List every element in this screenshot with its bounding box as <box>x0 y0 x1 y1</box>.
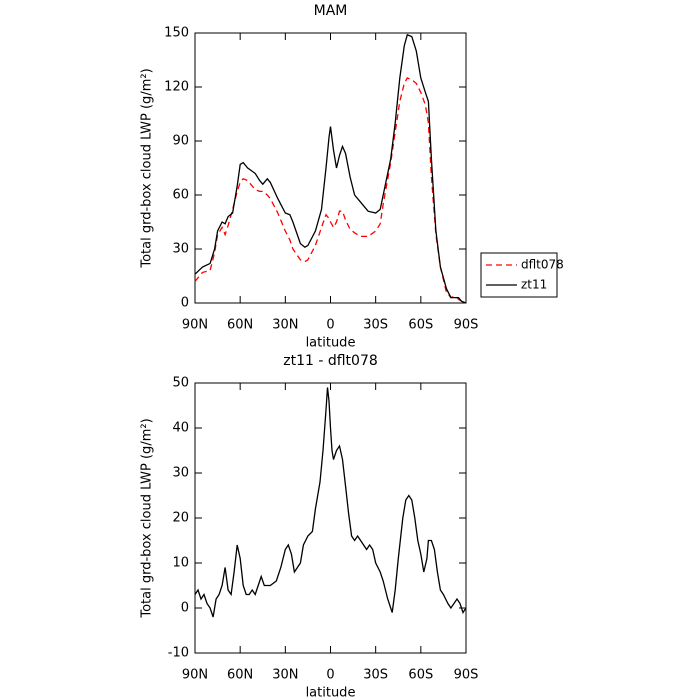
y-tick-label: 50 <box>172 376 189 391</box>
y-axis-label: Total grd-box cloud LWP (g/m²) <box>140 418 155 618</box>
y-tick-label: 120 <box>164 80 189 95</box>
x-tick-label: 0 <box>326 318 334 333</box>
chart-title: MAM <box>314 3 348 19</box>
x-axis-label: latitude <box>306 686 356 700</box>
x-tick-label: 30N <box>272 318 298 333</box>
y-tick-label: 30 <box>172 242 189 257</box>
data-line <box>194 77 467 304</box>
x-tick-label: 0 <box>326 668 334 683</box>
x-tick-label: 60N <box>227 668 253 683</box>
x-tick-label: 90S <box>454 318 479 333</box>
y-tick-label: 90 <box>172 134 189 149</box>
y-tick-label: 30 <box>172 466 189 481</box>
x-tick-label: 90N <box>182 318 208 333</box>
data-line <box>194 33 467 304</box>
plot-frame <box>194 32 467 304</box>
chart-title: zt11 - dflt078 <box>283 353 378 369</box>
x-tick-label: 30S <box>363 668 388 683</box>
x-axis-label: latitude <box>306 336 356 351</box>
x-tick-label: 30N <box>272 668 298 683</box>
x-tick-label: 30S <box>363 318 388 333</box>
y-tick-label: 10 <box>172 556 189 571</box>
y-axis-label: Total grd-box cloud LWP (g/m²) <box>140 68 155 268</box>
legend-box <box>480 252 558 298</box>
y-tick-label: 40 <box>172 421 189 436</box>
x-tick-label: 60N <box>227 318 253 333</box>
data-line <box>194 387 467 618</box>
legend-label: zt11 <box>521 278 547 292</box>
y-tick-label: 0 <box>181 296 189 311</box>
x-tick-label: 90N <box>182 668 208 683</box>
y-tick-label: -10 <box>168 646 189 661</box>
x-tick-label: 60S <box>408 318 433 333</box>
y-tick-label: 20 <box>172 511 189 526</box>
y-tick-label: 0 <box>181 601 189 616</box>
y-tick-label: 60 <box>172 188 189 203</box>
legend-label: dflt078 <box>521 258 564 272</box>
x-tick-label: 60S <box>408 668 433 683</box>
y-tick-label: 150 <box>164 26 189 41</box>
x-tick-label: 90S <box>454 668 479 683</box>
